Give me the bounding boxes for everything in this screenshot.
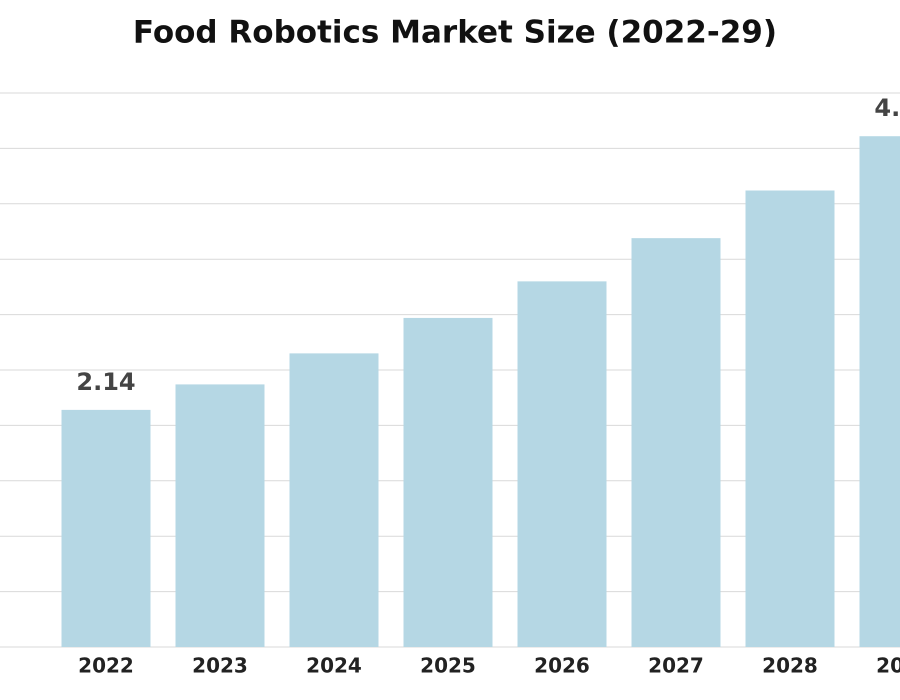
data-label: 4.61: [874, 94, 900, 122]
bar: [403, 317, 493, 647]
x-tick-label: 2024: [306, 654, 362, 678]
bar: [631, 238, 721, 647]
x-tick-label: 2022: [78, 654, 134, 678]
x-tick-label: 2023: [192, 654, 248, 678]
bar: [61, 409, 151, 647]
data-label: 2.14: [76, 368, 135, 396]
bar: [289, 353, 379, 647]
x-tick-label: 2029: [876, 654, 900, 678]
x-tick-label: 2027: [648, 654, 704, 678]
x-tick-label: 2025: [420, 654, 476, 678]
bar: [859, 136, 900, 647]
bar: [517, 281, 607, 647]
chart-title: Food Robotics Market Size (2022-29): [133, 15, 777, 51]
bar: [745, 190, 835, 647]
x-tick-label: 2026: [534, 654, 590, 678]
x-tick-label: 2028: [762, 654, 818, 678]
bar: [175, 384, 265, 647]
